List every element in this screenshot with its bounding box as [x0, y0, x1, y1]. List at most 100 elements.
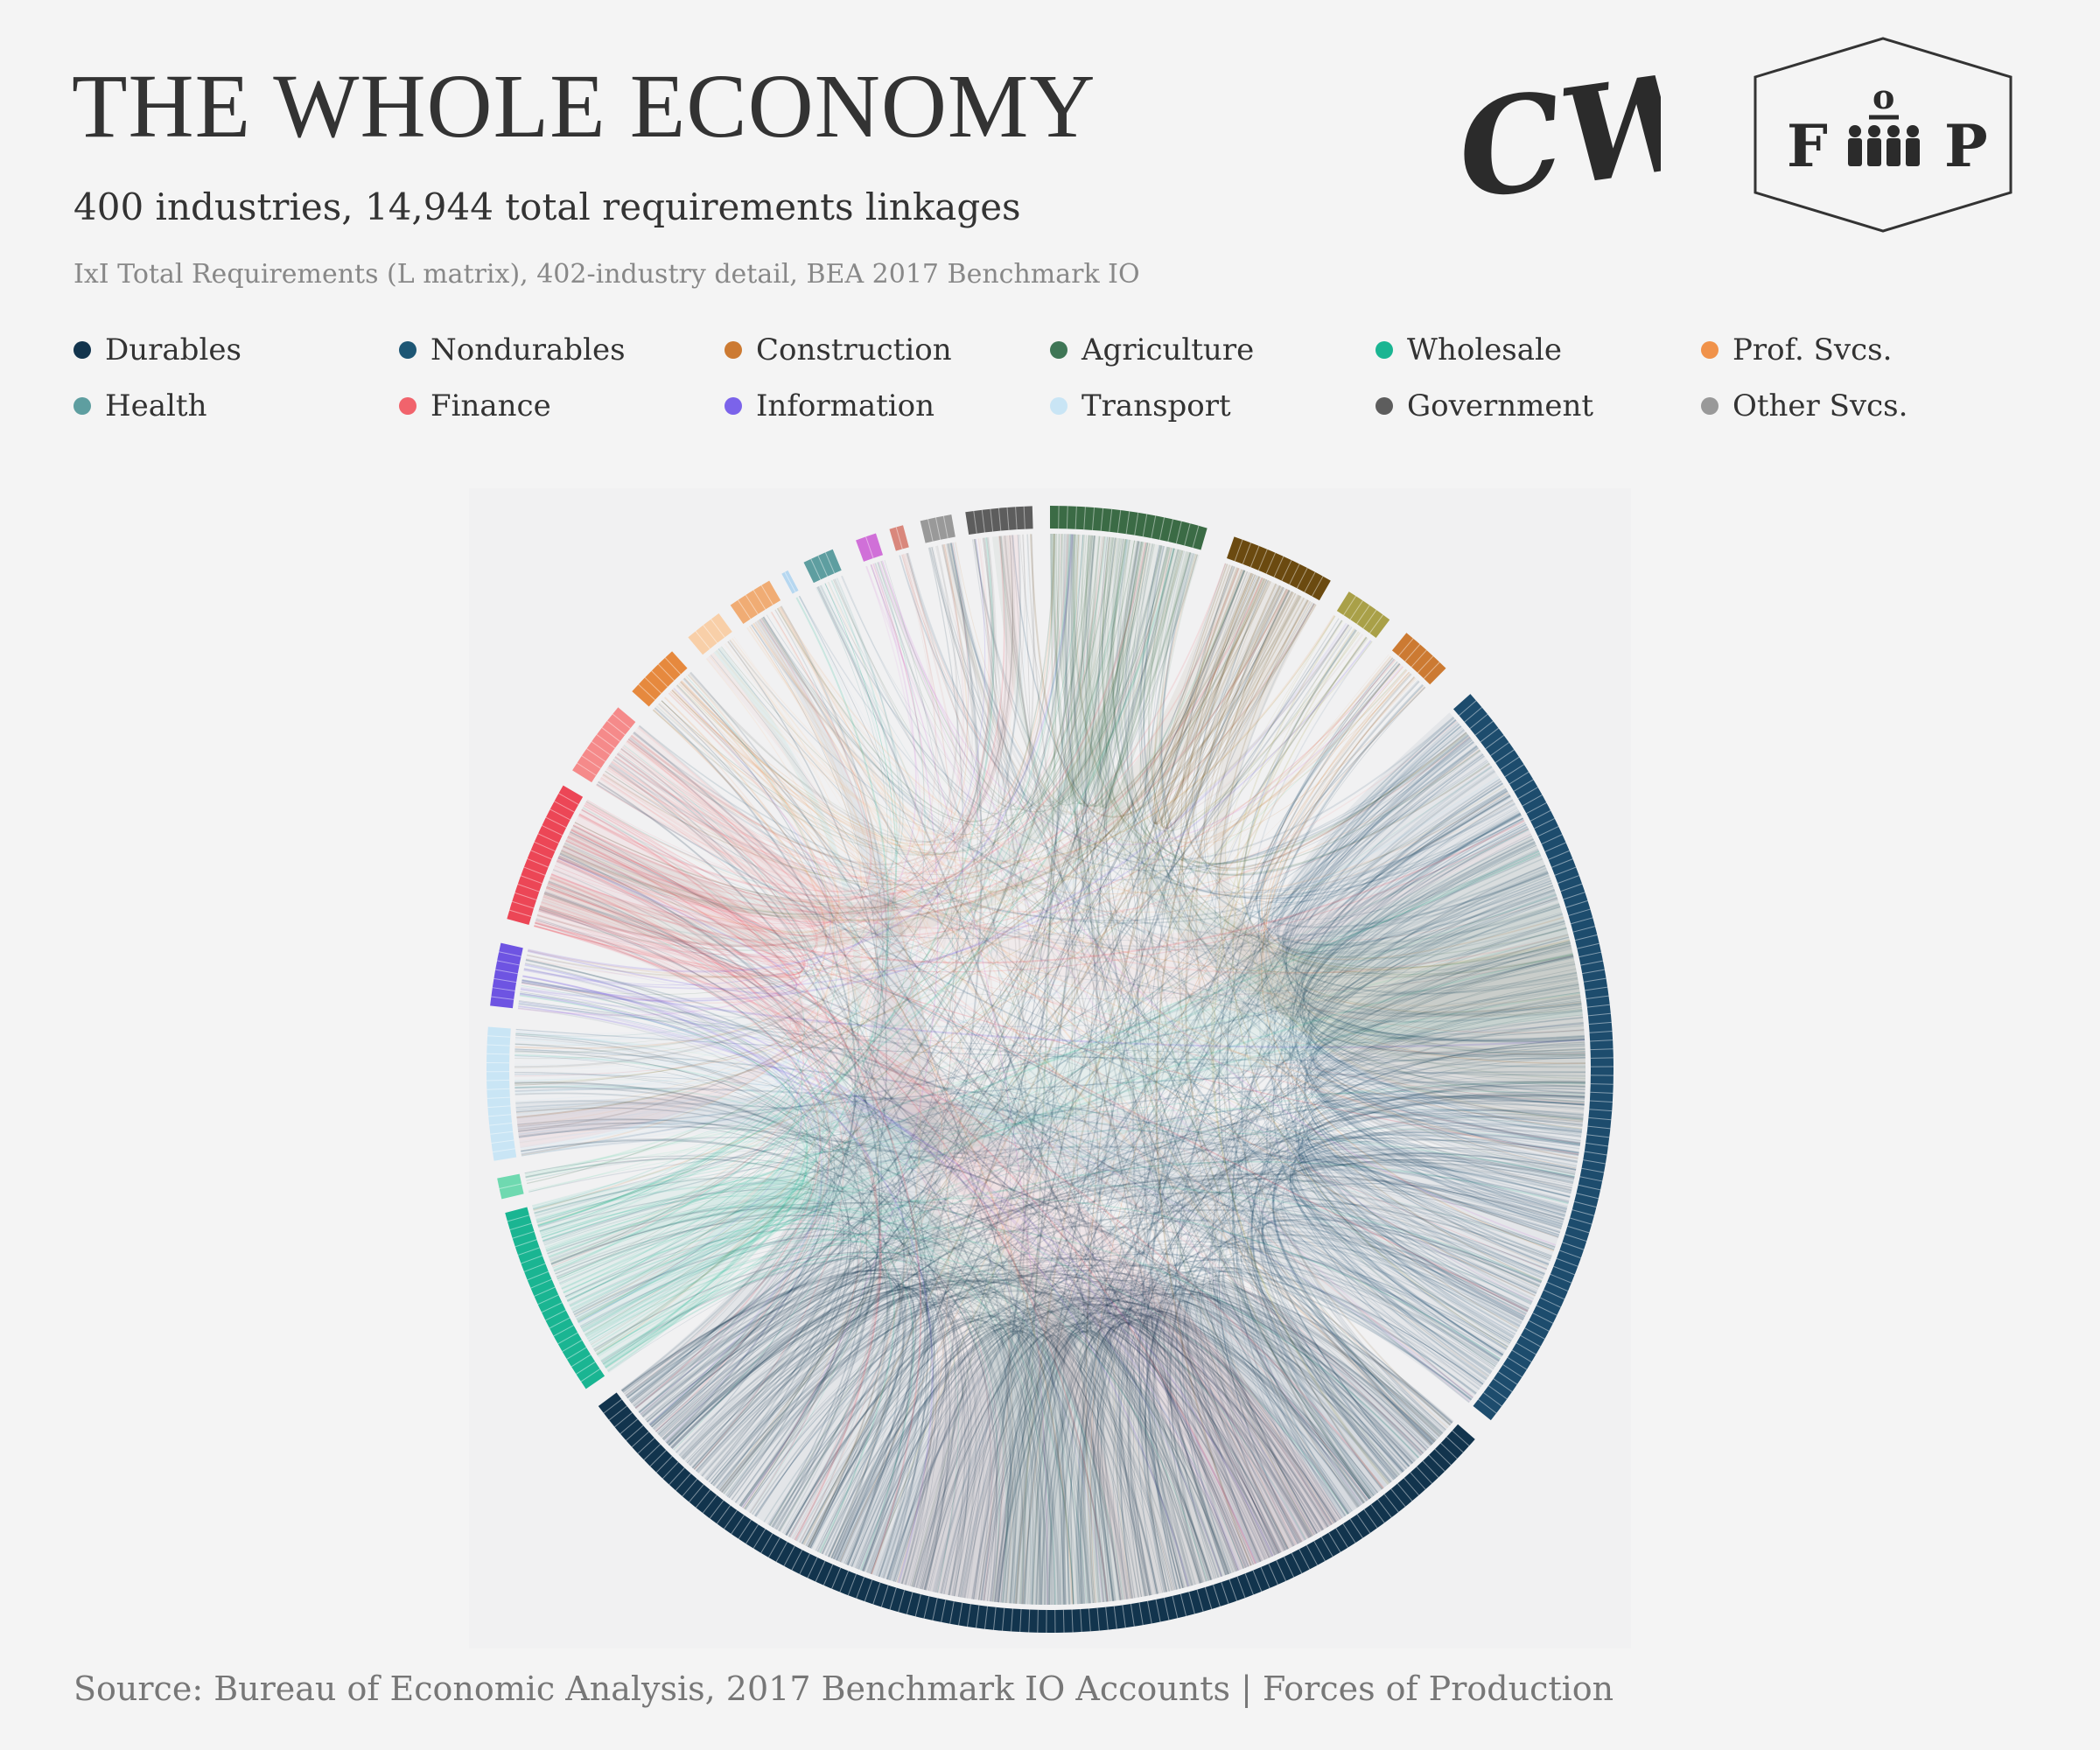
linkage-band — [534, 882, 1343, 1600]
linkage-ribbon — [564, 1192, 815, 1340]
linkage-ribbon — [680, 1278, 1325, 1530]
industry-tick — [1588, 1021, 1612, 1026]
linkage-ribbon — [1195, 575, 1541, 920]
linkage-ribbon — [752, 622, 1586, 1065]
industry-tick — [898, 1590, 906, 1613]
linkage-ribbon — [1295, 812, 1565, 1217]
linkage-ribbon — [559, 583, 897, 1285]
linkage-ribbon — [613, 756, 1547, 948]
linkage-ribbon — [878, 920, 1565, 1578]
linkage-ribbon — [778, 607, 1246, 1569]
linkage-ribbon — [906, 534, 1035, 808]
linkage-ribbon — [1100, 541, 1176, 808]
linkage-ribbon — [1162, 1300, 1371, 1576]
linkage-ribbon — [655, 1157, 1573, 1432]
linkage-ribbon — [546, 886, 881, 1540]
linkage-ribbon — [1300, 825, 1583, 1023]
linkage-ribbon — [534, 804, 806, 977]
linkage-ribbon — [844, 1323, 1164, 1593]
linkage-ribbon — [1085, 567, 1238, 1603]
linkage-ribbon — [574, 606, 878, 1317]
linkage-ribbon — [690, 1258, 1444, 1466]
linkage-ribbon — [546, 1203, 1124, 1600]
industry-tick — [1002, 1607, 1005, 1631]
linkage-ribbon — [600, 1257, 1074, 1605]
industry-tick — [1236, 1576, 1246, 1599]
linkage-ribbon — [746, 626, 1489, 1378]
legend-item: Prof. Svcs. — [1701, 332, 1892, 368]
industry-tick — [562, 1340, 583, 1353]
industry-tick — [1213, 1585, 1221, 1607]
industry-tick — [1163, 1597, 1170, 1620]
linkage-ribbon — [525, 1158, 1007, 1603]
group-arc — [505, 1207, 606, 1390]
linkage-ribbon — [542, 1186, 835, 1451]
linkage-ribbon — [536, 920, 832, 1446]
linkage-ribbon — [770, 611, 922, 1548]
linkage-ribbon — [566, 1197, 1502, 1360]
linkage-ribbon — [553, 536, 1110, 925]
industry-tick — [1590, 1083, 1614, 1085]
linkage-ribbon — [1194, 1230, 1529, 1563]
industry-tick — [1158, 517, 1166, 540]
industry-tick — [534, 841, 556, 852]
linkage-ribbon — [816, 586, 1152, 1596]
linkage-ribbon — [948, 542, 1279, 818]
linkage-ribbon — [1306, 1096, 1585, 1275]
linkage-ribbon — [802, 578, 1265, 1545]
linkage-ribbon — [754, 621, 1314, 1536]
industry-tick — [817, 555, 829, 577]
linkage-ribbon — [1080, 770, 1495, 1604]
linkage-ribbon — [1124, 541, 1525, 1320]
industry-tick — [1556, 1257, 1578, 1267]
linkage-ribbon — [1240, 1255, 1453, 1464]
linkage-ribbon — [709, 542, 1151, 839]
linkage-ribbon — [544, 1170, 1532, 1304]
industry-tick — [655, 1455, 673, 1474]
linkage-ribbon — [679, 1278, 892, 1528]
legend-label: Transport — [1082, 388, 1231, 424]
linkage-ribbon — [532, 893, 1557, 1208]
legend-item: Durables — [74, 332, 242, 368]
linkage-ribbon — [583, 1242, 1230, 1574]
linkage-ribbon — [631, 1272, 972, 1596]
linkage-band — [1050, 534, 1586, 1088]
linkage-ribbon — [548, 882, 880, 1539]
linkage-ribbon — [867, 1304, 1352, 1574]
linkage-ribbon — [682, 1264, 1413, 1464]
linkage-ribbon — [1242, 629, 1578, 995]
group-arc — [598, 1392, 1475, 1634]
linkage-ribbon — [832, 1323, 1114, 1601]
linkage-ribbon — [584, 536, 1005, 892]
linkage-ribbon — [1110, 538, 1573, 976]
linkage-ribbon — [1303, 835, 1585, 1041]
linkage-ribbon — [1210, 1269, 1453, 1533]
linkage-ribbon — [612, 759, 928, 1578]
linkage-ribbon — [767, 1243, 1504, 1525]
industry-tick — [1543, 1289, 1565, 1300]
linkage-ribbon — [518, 1121, 1530, 1309]
industry-tick — [831, 1567, 842, 1589]
linkage-ribbon — [718, 640, 887, 1490]
linkage-ribbon — [627, 662, 1399, 888]
industry-tick — [1563, 892, 1586, 900]
linkage-ribbon — [593, 1251, 1151, 1596]
linkage-ribbon — [536, 918, 836, 1456]
group-arc — [486, 1026, 517, 1161]
linkage-ribbon — [606, 554, 940, 1369]
linkage-ribbon — [948, 542, 1301, 1544]
linkage-ribbon — [515, 1102, 1512, 1342]
linkage-ribbon — [515, 1107, 851, 1501]
linkage-ribbon — [1093, 1284, 1446, 1603]
legend-swatch — [1701, 341, 1718, 359]
linkage-ribbon — [682, 1281, 1310, 1539]
industry-tick — [990, 508, 994, 532]
linkage-ribbon — [646, 1279, 1173, 1591]
linkage-ribbon — [632, 1273, 1131, 1600]
linkage-ribbon — [1181, 1218, 1542, 1574]
linkage-ribbon — [1241, 725, 1462, 1467]
linkage-ribbon — [758, 619, 1564, 956]
linkage-ribbon — [567, 692, 838, 927]
industry-tick — [512, 1230, 535, 1239]
industry-tick — [1335, 1528, 1348, 1548]
